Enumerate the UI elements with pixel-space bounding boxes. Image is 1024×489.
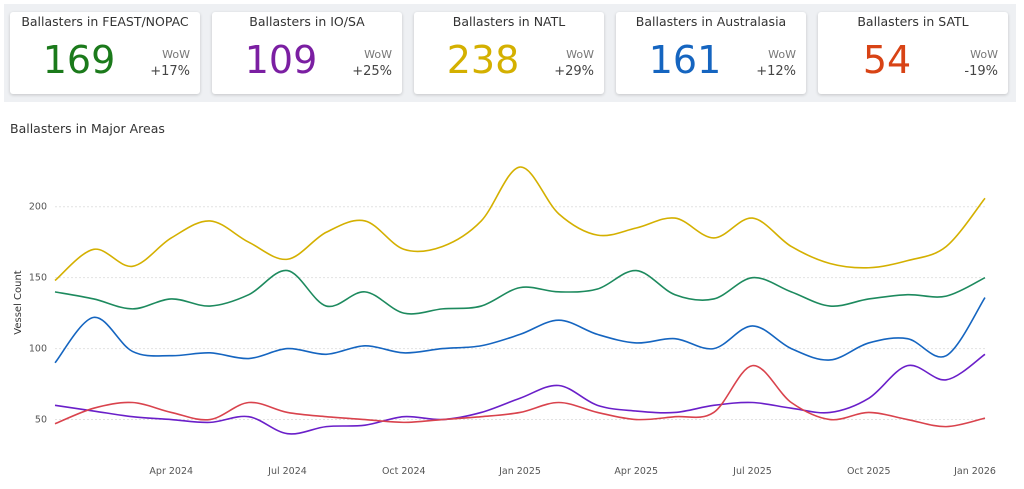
kpi-value: 109 xyxy=(244,38,318,82)
x-tick-label: Jan 2025 xyxy=(498,466,541,477)
kpi-title: Ballasters in SATL xyxy=(857,14,969,29)
kpi-wow-value: +12% xyxy=(756,64,796,79)
series-line-io-sa xyxy=(54,353,986,435)
kpi-title: Ballasters in Australasia xyxy=(635,14,787,29)
kpi-wow-value: +25% xyxy=(352,64,392,79)
x-tick-label: Jan 2026 xyxy=(953,466,996,477)
y-axis-ticks: 50 100 150 200 xyxy=(29,202,47,426)
series-line-natl xyxy=(54,166,986,282)
series-line-australasia xyxy=(54,297,986,364)
x-axis-ticks: Apr 2024 Jul 2024 Oct 2024 Jan 2025 Apr 2025… xyxy=(149,466,995,477)
x-tick-label: Apr 2025 xyxy=(614,466,658,477)
kpi-value: 54 xyxy=(862,38,912,82)
line-chart: 50 100 150 200 Apr 2024 Jul 2024 Oct 2024 Jan … xyxy=(13,166,996,477)
kpi-wow-label: WoW xyxy=(364,48,392,61)
kpi-card-satl[interactable]: Ballasters in SATL 54 WoW -19% xyxy=(818,12,1008,94)
kpi-wow-label: WoW xyxy=(162,48,190,61)
chart-title: Ballasters in Major Areas xyxy=(10,121,165,136)
kpi-title: Ballasters in IO/SA xyxy=(249,14,365,29)
kpi-card-australasia[interactable]: Ballasters in Australasia 161 WoW +12% xyxy=(616,12,806,94)
kpi-wow-value: +29% xyxy=(554,64,594,79)
series-lines xyxy=(54,166,986,435)
kpi-value: 238 xyxy=(446,38,520,82)
kpi-wow-label: WoW xyxy=(970,48,998,61)
x-tick-label: Apr 2024 xyxy=(149,466,193,477)
gridlines xyxy=(55,206,985,421)
x-tick-label: Oct 2025 xyxy=(847,466,891,477)
y-tick-label: 200 xyxy=(29,202,47,213)
x-tick-label: Jul 2025 xyxy=(732,466,772,477)
kpi-value: 169 xyxy=(42,38,116,82)
series-line-feast-nopac xyxy=(54,269,986,315)
kpi-wow-value: +17% xyxy=(150,64,190,79)
series-line-satl xyxy=(54,364,986,428)
kpi-card-io-sa[interactable]: Ballasters in IO/SA 109 WoW +25% xyxy=(212,12,402,94)
kpi-card-feast-nopac[interactable]: Ballasters in FEAST/NOPAC 169 WoW +17% xyxy=(10,12,200,94)
x-tick-label: Jul 2024 xyxy=(267,466,307,477)
kpi-wow-label: WoW xyxy=(566,48,594,61)
kpi-wow-label: WoW xyxy=(768,48,796,61)
kpi-title: Ballasters in NATL xyxy=(452,14,566,29)
y-tick-label: 50 xyxy=(35,415,47,426)
y-axis-label: Vessel Count xyxy=(13,270,24,335)
kpi-wow-value: -19% xyxy=(964,64,998,79)
kpi-title: Ballasters in FEAST/NOPAC xyxy=(21,14,189,29)
kpi-value: 161 xyxy=(648,38,722,82)
kpi-card-natl[interactable]: Ballasters in NATL 238 WoW +29% xyxy=(414,12,604,94)
x-tick-label: Oct 2024 xyxy=(382,466,426,477)
kpi-strip: Ballasters in FEAST/NOPAC 169 WoW +17% B… xyxy=(4,4,1016,102)
y-tick-label: 100 xyxy=(29,344,47,355)
y-tick-label: 150 xyxy=(29,273,47,284)
